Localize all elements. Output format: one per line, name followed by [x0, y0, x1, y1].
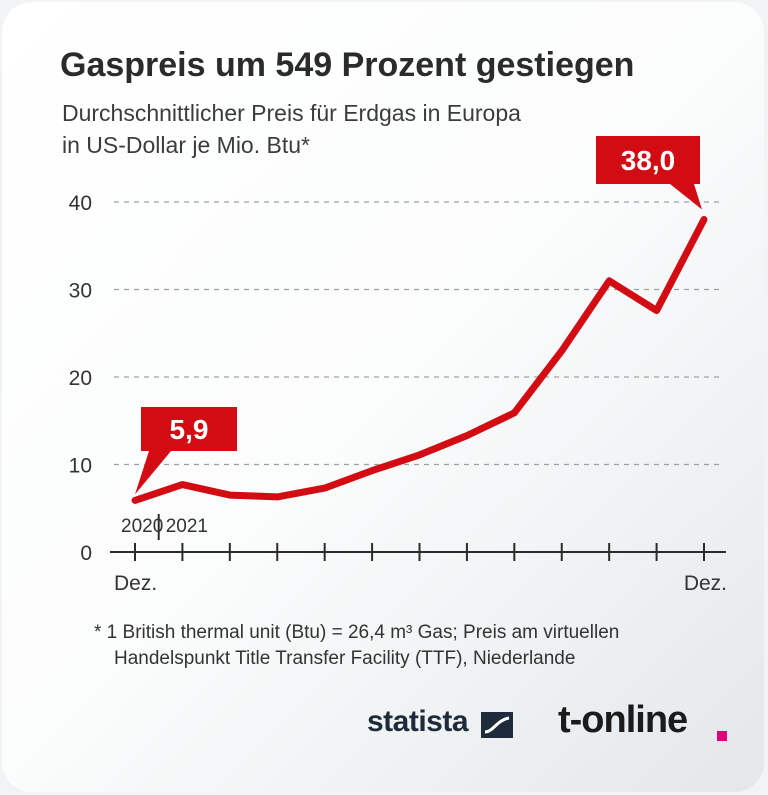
callout-pointer: [670, 184, 702, 210]
x-label-start: Dez.: [114, 572, 157, 595]
y-tick-label: 10: [69, 455, 92, 478]
footnote: * 1 British thermal unit (Btu) = 26,4 m³…: [94, 620, 619, 672]
data-point: [464, 433, 469, 438]
callout-label: 5,9: [170, 414, 209, 445]
data-point: [559, 348, 564, 353]
data-point: [370, 468, 375, 473]
data-point: [227, 493, 232, 498]
data-point: [180, 482, 185, 487]
data-point: [275, 494, 280, 499]
callout-box: [596, 136, 700, 184]
data-point: [133, 498, 137, 503]
statista-logo: statista: [367, 705, 469, 738]
data-point: [417, 452, 422, 457]
y-tick-label: 30: [69, 280, 92, 303]
x-label-end: Dez.: [684, 572, 727, 595]
data-point: [512, 410, 517, 415]
line-chart: 0 10 20 30 40 2020 2021 Dez. Dez. 5,9 38,0: [69, 136, 727, 595]
year-label-2021: 2021: [166, 516, 208, 537]
y-tick-label: 20: [69, 367, 92, 390]
tonline-logo: t-online: [558, 699, 688, 741]
data-point: [702, 217, 706, 222]
data-point: [607, 278, 612, 283]
chart-subtitle-line1: Durchschnittlicher Preis für Erdgas in E…: [62, 100, 521, 126]
series-line: [131, 216, 708, 504]
statista-logo-icon: [481, 712, 513, 738]
chart-subtitle-line2: in US-Dollar je Mio. Btu*: [62, 132, 310, 158]
footnote-line1: * 1 British thermal unit (Btu) = 26,4 m³…: [94, 622, 620, 643]
chart-title: Gaspreis um 549 Prozent gestiegen: [60, 46, 635, 84]
y-tick-label: 40: [69, 192, 92, 215]
data-point: [322, 486, 327, 491]
callout-box: [141, 407, 237, 451]
callout-pointer: [135, 451, 171, 495]
footnote-line2: Handelspunkt Title Transfer Facility (TT…: [114, 648, 576, 669]
tonline-logo-dot: [717, 731, 727, 741]
year-label-2020: 2020: [121, 516, 163, 537]
y-tick-label: 0: [80, 542, 92, 565]
callout-label: 38,0: [621, 145, 676, 176]
data-point: [654, 308, 659, 313]
